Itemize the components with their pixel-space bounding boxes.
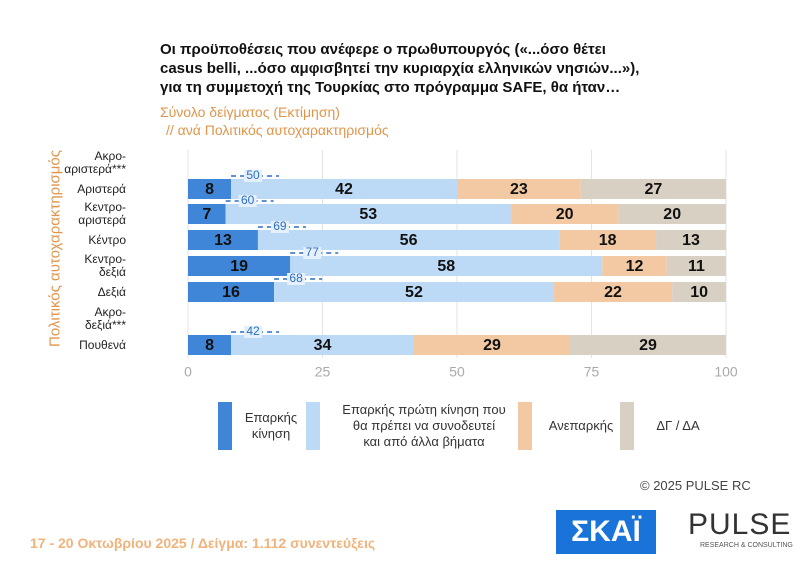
value-label: 58 <box>437 258 455 275</box>
bar-segment <box>656 230 726 250</box>
subtitle: Σύνολο δείγματος (Εκτίμηση) <box>160 104 340 120</box>
bar-segment <box>580 179 726 199</box>
value-label: 12 <box>626 258 644 275</box>
total-bg <box>287 273 306 285</box>
value-label: 16 <box>222 284 240 301</box>
chart-title: Οι προϋποθέσεις που ανέφερε ο πρωθυπουργ… <box>160 41 640 96</box>
value-label: 20 <box>663 206 681 223</box>
bar-segment <box>188 230 258 250</box>
total-bg <box>270 221 289 233</box>
value-label: 7 <box>202 206 211 223</box>
total-bg <box>244 326 263 338</box>
category-label: Αριστερά <box>77 181 126 196</box>
value-label: 34 <box>314 337 332 354</box>
bar-segment <box>188 335 232 355</box>
x-tick-label: 75 <box>584 364 600 380</box>
bar-segment <box>188 256 291 276</box>
x-tick-label: 50 <box>449 364 465 380</box>
legend-label: Ανεπαρκής <box>548 418 614 433</box>
value-label: 10 <box>690 284 708 301</box>
footer: 17 - 20 Οκτωβρίου 2025 / Δείγμα: 1.112 σ… <box>30 535 376 551</box>
total-bg <box>303 247 322 259</box>
total-label: 50 <box>246 168 260 182</box>
legend-label: ΔΓ / ΔΑ <box>656 418 700 433</box>
category-label: Πουθενά <box>79 337 126 352</box>
value-label: 23 <box>510 181 528 198</box>
value-label: 11 <box>688 258 705 275</box>
x-tick-label: 25 <box>315 364 331 380</box>
bar-segment <box>257 230 560 250</box>
legend-swatch <box>306 402 320 450</box>
legend-swatch <box>218 402 232 450</box>
bar-segment <box>559 230 657 250</box>
bar-segment <box>188 179 232 199</box>
bar-segment <box>231 179 457 199</box>
subtitle2: // ανά Πολιτικός αυτοχαρακτηρισμός <box>166 122 389 138</box>
value-label: 19 <box>230 258 248 275</box>
bar-segment <box>672 282 726 302</box>
copyright: © 2025 PULSE RC <box>640 478 751 493</box>
value-label: 27 <box>644 181 662 198</box>
bar-segment <box>553 282 673 302</box>
bar-segment <box>602 256 667 276</box>
value-label: 8 <box>205 181 214 198</box>
value-label: 22 <box>604 284 622 301</box>
bar-segment <box>618 204 726 224</box>
legend-label: Επαρκής πρώτη κίνηση που θα πρέπει να συ… <box>342 402 506 449</box>
value-label: 8 <box>205 337 214 354</box>
category-label: Δεξιά <box>97 284 126 299</box>
bar-segment <box>274 282 554 302</box>
value-label: 42 <box>335 181 353 198</box>
bar-segment <box>290 256 603 276</box>
legend-swatch <box>518 402 532 450</box>
category-label: Ακρο- αριστερά*** <box>64 149 126 176</box>
x-tick-label: 100 <box>714 364 738 380</box>
value-label: 29 <box>483 337 501 354</box>
category-label: Κεντρο- δεξιά <box>84 252 126 279</box>
legend-label: Επαρκής κίνηση <box>244 410 298 441</box>
logo-skai: ΣΚΑΪ <box>556 510 656 554</box>
bar-segment <box>666 256 726 276</box>
bar-segment <box>231 335 414 355</box>
total-label: 60 <box>241 193 255 207</box>
bar-segment <box>457 179 581 199</box>
value-label: 56 <box>400 232 418 249</box>
total-bg <box>238 195 257 207</box>
value-label: 18 <box>599 232 617 249</box>
value-label: 52 <box>405 284 423 301</box>
total-label: 42 <box>246 324 260 338</box>
value-label: 13 <box>214 232 232 249</box>
logo-pulse: PULSE <box>688 508 792 541</box>
category-label: Κέντρο <box>88 232 126 247</box>
value-label: 20 <box>556 206 574 223</box>
total-label: 69 <box>273 219 287 233</box>
x-tick-label: 0 <box>184 364 192 380</box>
bar-segment <box>188 282 275 302</box>
category-label: Κεντρο- αριστερά <box>78 200 126 227</box>
total-bg <box>244 170 263 182</box>
bar-segment <box>413 335 570 355</box>
total-label: 77 <box>306 245 320 259</box>
category-label: Ακρο- δεξιά*** <box>84 305 126 332</box>
bar-segment <box>188 204 226 224</box>
logo-pulse-sub: RESEARCH & CONSULTING <box>700 542 793 549</box>
bar-segment <box>569 335 726 355</box>
value-label: 53 <box>359 206 377 223</box>
bar-segment <box>510 204 619 224</box>
value-label: 29 <box>639 337 657 354</box>
bar-segment <box>225 204 511 224</box>
value-label: 13 <box>682 232 700 249</box>
legend-swatch <box>620 402 634 450</box>
total-label: 68 <box>289 271 303 285</box>
